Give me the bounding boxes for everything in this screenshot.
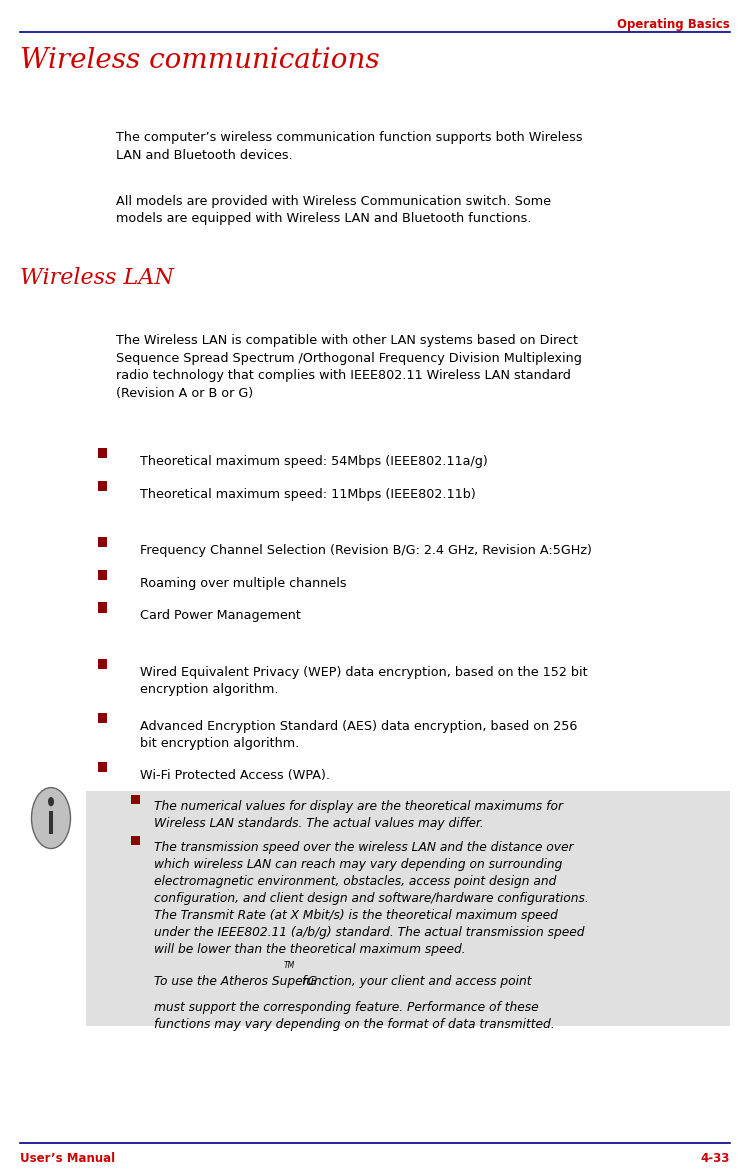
Text: 4-33: 4-33 <box>700 1152 730 1165</box>
Text: Theoretical maximum speed: 11Mbps (IEEE802.11b): Theoretical maximum speed: 11Mbps (IEEE8… <box>140 488 476 500</box>
Text: function, your client and access point: function, your client and access point <box>298 975 532 988</box>
Bar <box>98 602 107 613</box>
Text: The computer’s wireless communication function supports both Wireless
LAN and Bl: The computer’s wireless communication fu… <box>116 131 583 162</box>
Text: Theoretical maximum speed: 54Mbps (IEEE802.11a/g): Theoretical maximum speed: 54Mbps (IEEE8… <box>140 455 488 468</box>
Circle shape <box>32 788 70 849</box>
Text: To use the Atheros SuperG: To use the Atheros SuperG <box>154 975 316 988</box>
Text: Wi-Fi Protected Access (WPA).: Wi-Fi Protected Access (WPA). <box>140 769 330 782</box>
Text: Roaming over multiple channels: Roaming over multiple channels <box>140 577 346 590</box>
Bar <box>98 481 107 491</box>
Text: Wireless LAN: Wireless LAN <box>20 267 174 289</box>
Circle shape <box>48 797 54 806</box>
Bar <box>131 836 140 845</box>
Bar <box>98 537 107 547</box>
Bar <box>131 795 140 804</box>
Text: Frequency Channel Selection (Revision B/G: 2.4 GHz, Revision A:5GHz): Frequency Channel Selection (Revision B/… <box>140 544 592 557</box>
Bar <box>98 448 107 458</box>
Text: Wireless communications: Wireless communications <box>20 47 380 74</box>
Bar <box>98 659 107 669</box>
Bar <box>98 570 107 580</box>
Text: User’s Manual: User’s Manual <box>20 1152 116 1165</box>
Text: Card Power Management: Card Power Management <box>140 609 301 622</box>
Text: TM: TM <box>284 961 295 970</box>
Bar <box>98 762 107 772</box>
Text: The transmission speed over the wireless LAN and the distance over
which wireles: The transmission speed over the wireless… <box>154 841 589 956</box>
Text: All models are provided with Wireless Communication switch. Some
models are equi: All models are provided with Wireless Co… <box>116 195 551 225</box>
Bar <box>49 811 53 834</box>
Text: must support the corresponding feature. Performance of these
functions may vary : must support the corresponding feature. … <box>154 1001 554 1031</box>
Text: Advanced Encryption Standard (AES) data encryption, based on 256
bit encryption : Advanced Encryption Standard (AES) data … <box>140 720 578 750</box>
Text: The Wireless LAN is compatible with other LAN systems based on Direct
Sequence S: The Wireless LAN is compatible with othe… <box>116 334 582 400</box>
Text: The numerical values for display are the theoretical maximums for
Wireless LAN s: The numerical values for display are the… <box>154 800 562 831</box>
Text: Wired Equivalent Privacy (WEP) data encryption, based on the 152 bit
encryption : Wired Equivalent Privacy (WEP) data encr… <box>140 666 588 696</box>
Bar <box>86 791 730 1026</box>
Text: Operating Basics: Operating Basics <box>617 18 730 30</box>
Bar <box>98 713 107 723</box>
